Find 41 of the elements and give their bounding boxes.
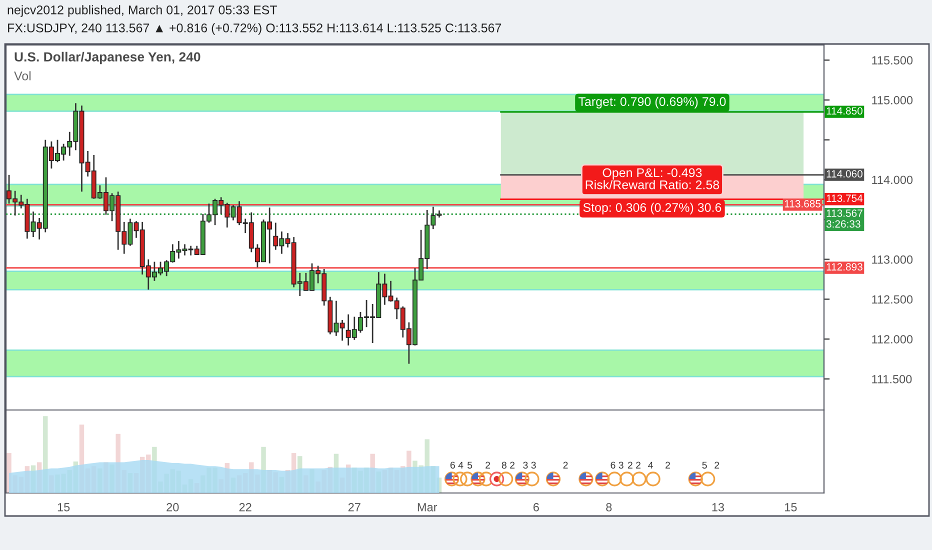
y-tick-label: 112.500: [872, 295, 913, 304]
y-tick-label: 113.000: [872, 255, 913, 264]
annotation: 3 3: [523, 462, 536, 469]
ref-line-label: 113.567 3:26:33: [826, 209, 862, 228]
annotation: 2: [486, 462, 490, 469]
annotation: 2: [666, 462, 670, 469]
chart-title: U.S. Dollar/Japanese Yen, 240: [14, 52, 200, 64]
annotation: 8 2: [502, 462, 515, 469]
y-tick-label: 111.500: [872, 374, 912, 384]
annotation: 2: [714, 462, 720, 469]
annotation: 6 4: [450, 462, 464, 469]
ref-line-label: 113.685: [784, 200, 821, 208]
x-tick-label: 6: [534, 503, 539, 512]
ref-line-label: 114.850: [826, 107, 862, 115]
x-tick-label: 15: [785, 503, 797, 512]
band-label: Stop: 0.306 (0.27%) 30.6: [583, 202, 722, 214]
chart-subtitle: FX:USDJPY, 240 113.567 ▲ +0.816 (+0.72%) O:113.552 H:113.614 L:113.525 C:113.567: [8, 23, 502, 35]
y-tick-label: 115.000: [872, 96, 913, 104]
annotation: 4: [648, 462, 654, 469]
x-tick-label: 27: [348, 503, 360, 512]
annotation: 6 3: [610, 462, 624, 469]
chart-title: Vol: [14, 71, 31, 80]
ref-line-label: 114.060: [826, 170, 862, 178]
y-tick-label: 112.000: [872, 335, 913, 344]
annotation: Open P&L: -0.493 Risk/Reward Ratio: 2.58: [586, 168, 720, 190]
x-tick-label: Mar: [418, 503, 438, 512]
annotation: 5: [467, 462, 472, 469]
ref-line-label: 112.893: [826, 263, 862, 271]
x-tick-label: 8: [606, 503, 612, 512]
x-tick-label: 20: [166, 503, 179, 512]
y-tick-label: 114.000: [872, 176, 913, 184]
x-tick-label: 13: [712, 503, 724, 512]
x-tick-label: 22: [239, 503, 252, 512]
annotation: 5: [702, 462, 707, 469]
annotation: 2 2: [628, 462, 640, 469]
ref-line-label: 113.754: [826, 194, 863, 202]
y-tick-label: 115.500: [872, 56, 913, 65]
band-label: Target: 0.790 (0.69%) 79.0: [578, 96, 726, 108]
text: nejcv2012 published, March 01, 2017 05:33 EST: [8, 5, 278, 17]
x-tick-label: 15: [58, 503, 70, 512]
annotation: 2: [563, 462, 568, 469]
